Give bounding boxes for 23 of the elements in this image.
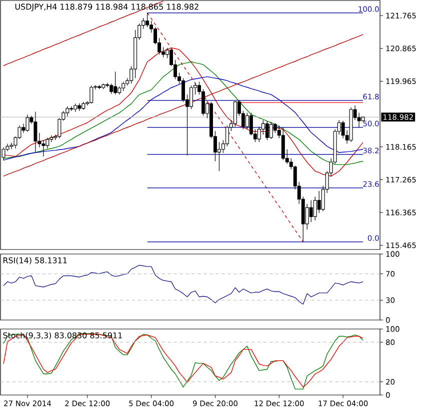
candlestick: [110, 83, 114, 94]
candlestick: [317, 190, 321, 214]
candlestick: [90, 85, 94, 104]
candlestick: [66, 106, 70, 117]
candlestick: [265, 120, 269, 140]
candlestick: [249, 112, 253, 136]
candlestick: [146, 12, 150, 28]
candlestick: [26, 114, 30, 132]
line-series: [3, 0, 164, 66]
candlestick: [281, 127, 285, 160]
candlestick: [162, 46, 166, 58]
candlestick: [313, 196, 317, 221]
candlestick: [269, 122, 273, 140]
candlestick: [201, 88, 205, 116]
candlestick: [114, 71, 118, 95]
candlestick: [122, 81, 126, 92]
candlestick: [309, 200, 313, 222]
candlestick: [34, 111, 38, 153]
candlestick: [233, 100, 237, 127]
candlestick: [257, 126, 261, 142]
candlestick: [225, 125, 229, 147]
candlestick: [190, 85, 193, 110]
candlestick: [357, 112, 361, 128]
